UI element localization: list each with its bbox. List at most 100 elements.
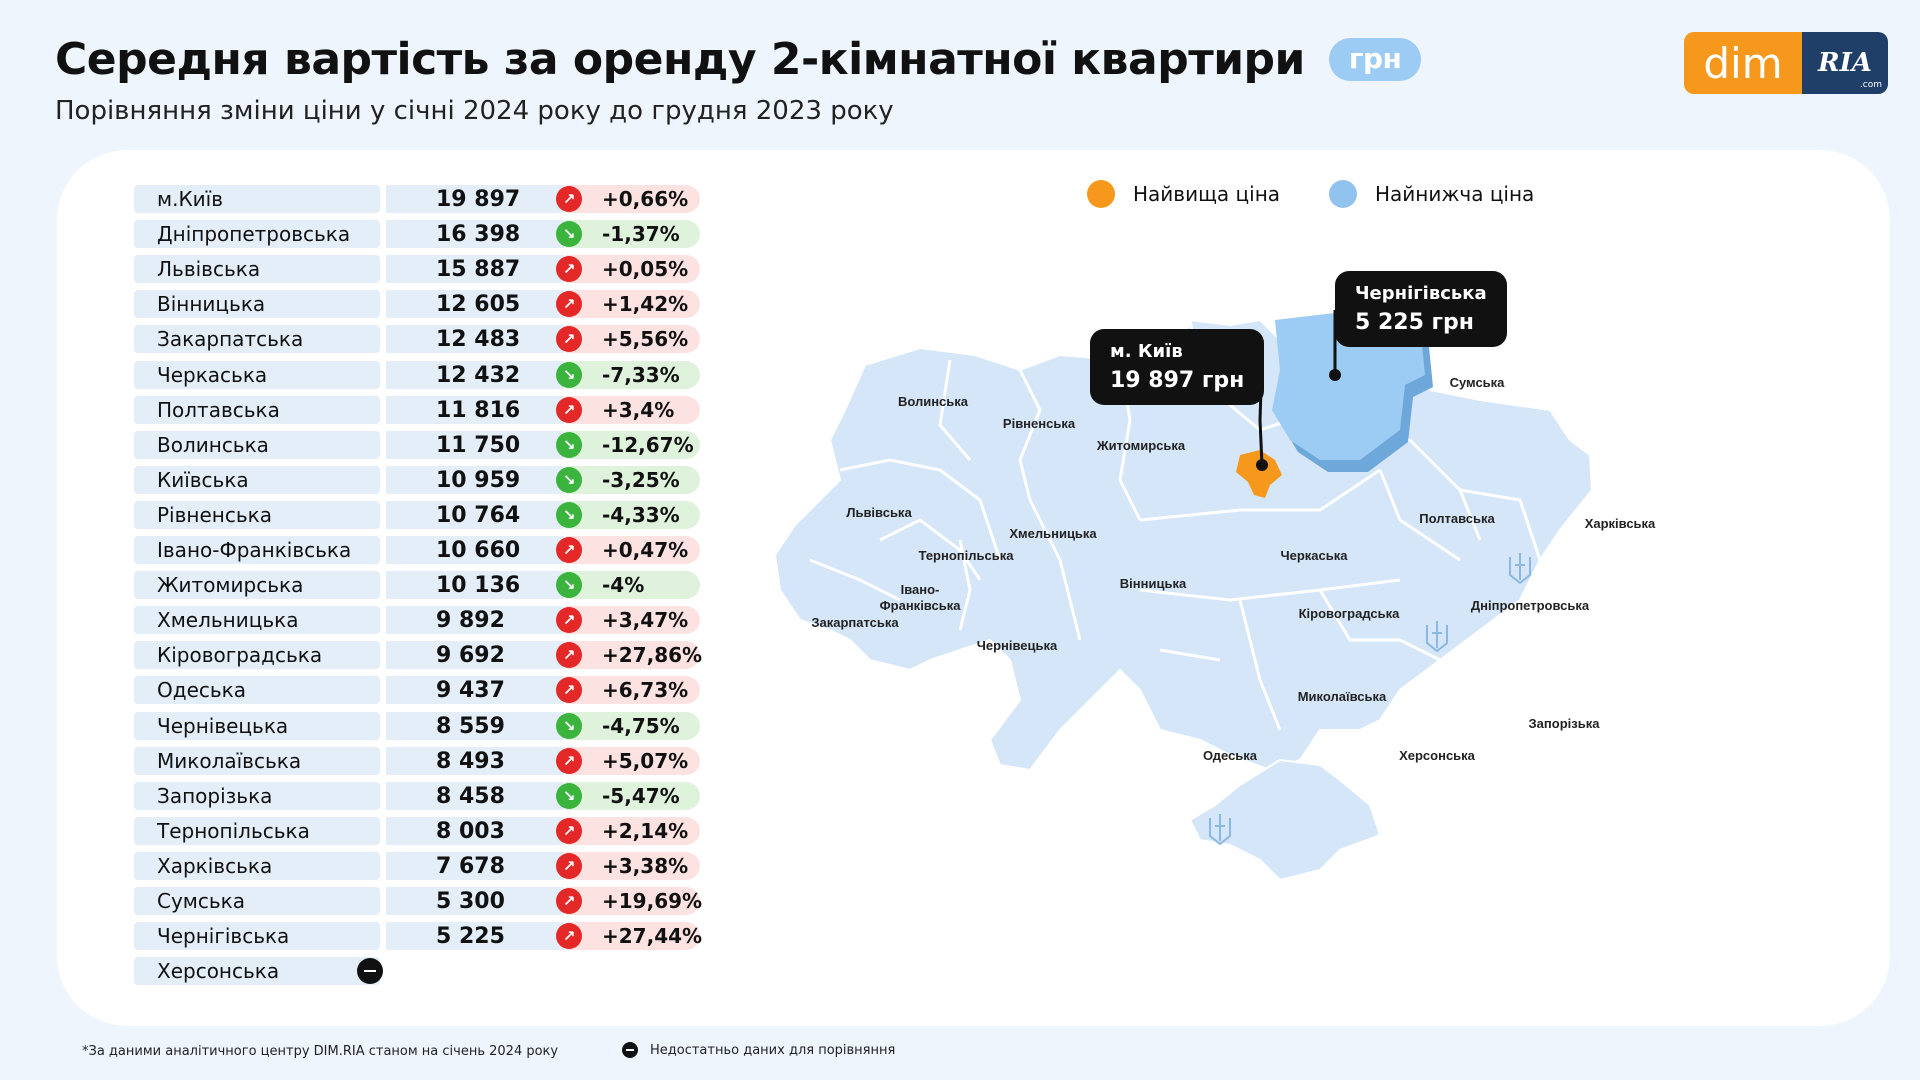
change-value: +6,73% [566,676,700,705]
legend-lowest: Найнижча ціна [1329,180,1534,208]
price-value: 5 300 [386,887,564,915]
region-name: Черкаська [134,360,380,389]
map-region-label: Дніпропетровська [1471,598,1590,613]
logo-ria-suffix: .com [1859,80,1882,90]
arrow-up-icon: ↗ [556,291,582,318]
arrow-down-icon: ↘ [556,466,582,493]
arrow-down-icon: ↘ [556,572,582,599]
map-region-label: Вінницька [1120,576,1187,591]
region-name: Львівська [134,255,380,284]
legend-highest-dot [1087,180,1115,208]
price-value: 9 892 [386,606,564,635]
arrow-up-icon: ↗ [556,607,582,634]
table-row: Львівська 15 887 +0,05% ↗ [134,255,704,284]
kyiv-pin [1256,459,1268,471]
table-row: Миколаївська 8 493 +5,07% ↗ [134,746,704,775]
table-row: Закарпатська 12 483 +5,56% ↗ [134,325,704,354]
region-name: Херсонська [134,957,380,986]
arrow-down-icon: ↘ [556,221,582,248]
legend-highest-label: Найвища ціна [1133,182,1281,206]
region-name: Чернігівська [134,922,380,951]
arrow-up-icon: ↗ [556,186,582,212]
region-name: Одеська [134,676,380,705]
price-value: 8 458 [386,781,564,810]
no-data-legend: Недостатньо даних для порівняння [622,1042,895,1058]
chernihiv-region [1272,310,1425,460]
region-name: Хмельницька [134,606,380,635]
arrow-down-icon: ↘ [556,782,582,809]
region-name: Кіровоградська [134,641,380,670]
kyiv-region [1236,450,1282,498]
map-region-label: Черкаська [1281,548,1349,563]
arrow-down-icon: ↘ [556,501,582,528]
price-value: 7 678 [386,851,564,880]
map-region-label: Херсонська [1399,748,1476,763]
ukraine-map: Волинська Рівненська Житомирська Сумська Льв… [773,310,1656,882]
change-value: -4,75% [566,711,700,740]
change-value: -4,33% [566,500,700,529]
table-row: Полтавська 11 816 +3,4% ↗ [134,395,704,424]
table-row: Тернопільська 8 003 +2,14% ↗ [134,816,704,845]
table-row: м.Київ 19 897 +0,66% ↗ [134,185,704,213]
change-value: +5,56% [566,325,700,354]
change-value: -3,25% [566,465,700,494]
callout-lowest-price: 5 225 грн [1355,310,1474,335]
map-region-label: Кіровоградська [1299,606,1401,621]
change-value: +0,47% [566,536,700,564]
table-row: Житомирська 10 136 -4% ↘ [134,571,704,600]
change-value: +0,05% [566,255,700,284]
price-value: 11 750 [386,430,564,459]
change-value: -5,47% [566,781,700,810]
region-name: Харківська [134,851,380,880]
tryzub-icon [1426,621,1448,653]
change-value: +3,38% [566,851,700,880]
change-value: -4% [566,571,700,600]
table-row: Чернівецька 8 559 -4,75% ↘ [134,711,704,740]
table-row: Одеська 9 437 +6,73% ↗ [134,676,704,705]
map-region-label: Закарпатська [811,615,899,630]
price-value: 10 660 [386,536,564,564]
price-value: 12 605 [386,290,564,319]
region-name: Рівненська [134,500,380,529]
callout-highest-region: м. Київ [1110,341,1183,362]
callout-highest-price: 19 897 грн [1110,368,1245,393]
table-row: Київська 10 959 -3,25% ↘ [134,465,704,494]
region-name: Дніпропетровська [134,220,380,249]
table-row: Рівненська 10 764 -4,33% ↘ [134,500,704,529]
chernihiv-pin [1329,369,1341,381]
change-value: +1,42% [566,290,700,319]
table-row: Дніпропетровська 16 398 -1,37% ↘ [134,220,704,249]
arrow-down-icon: ↘ [556,712,582,739]
page-title: Середня вартість за оренду 2-кімнатної к… [55,34,1422,85]
arrow-up-icon: ↗ [556,642,582,669]
callout-highest: м. Київ 19 897 грн [1090,329,1265,405]
change-value: +19,69% [566,887,702,915]
region-name: Сумська [134,887,380,915]
region-name: Вінницька [134,290,380,319]
map-region-label: Запорізька [1529,716,1601,731]
callout-lowest-region: Чернігівська [1355,283,1487,304]
table-row: Вінницька 12 605 +1,42% ↗ [134,290,704,319]
price-value: 9 437 [386,676,564,705]
title-text: Середня вартість за оренду 2-кімнатної к… [55,34,1305,85]
region-name: Житомирська [134,571,380,600]
table-row: Чернігівська 5 225 +27,44% ↗ [134,922,704,951]
map-crimea [1188,758,1382,882]
price-value: 5 225 [386,922,564,951]
region-name: Полтавська [134,395,380,424]
price-value: 16 398 [386,220,564,249]
price-value: 8 493 [386,746,564,775]
arrow-up-icon: ↗ [556,256,582,283]
dim-ria-logo[interactable]: dim RIA .com [1684,32,1888,94]
change-value: +0,66% [566,185,700,213]
page-subtitle: Порівняння зміни ціни у січні 2024 року … [55,96,894,126]
region-name: Закарпатська [134,325,380,354]
price-value: 10 764 [386,500,564,529]
table-row: Волинська 11 750 -12,67% ↘ [134,430,704,459]
tryzub-icon [1509,553,1531,585]
map-region-label: Миколаївська [1298,689,1387,704]
map-region-label: Хмельницька [1009,526,1097,541]
change-value: +27,86% [566,641,702,670]
map-region-label: Одеська [1203,748,1258,763]
logo-ria-text: RIA [1818,48,1872,78]
